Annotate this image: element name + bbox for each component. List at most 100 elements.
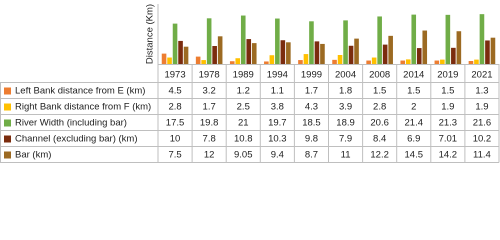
x-tick-label: 2004 — [335, 70, 356, 81]
table-cell: 11 — [341, 150, 351, 161]
bar — [366, 60, 371, 64]
table-cell: 1.5 — [407, 86, 420, 97]
bar — [314, 41, 320, 64]
x-tick-label: 1994 — [267, 70, 288, 81]
table-cell: 9.4 — [271, 150, 284, 161]
bar — [235, 58, 241, 64]
bar — [456, 31, 462, 64]
table-cell: 4.5 — [168, 86, 181, 97]
bar — [434, 60, 440, 64]
bar — [275, 18, 280, 65]
table-cell: 14.2 — [439, 150, 458, 161]
table-cell: 7.9 — [339, 134, 352, 145]
x-tick-label: 1973 — [164, 70, 185, 81]
legend-label: Left Bank distance from E (km) — [15, 86, 145, 97]
bar — [320, 43, 325, 64]
bar — [167, 57, 172, 64]
table-cell: 9.8 — [305, 134, 318, 145]
legend-label: Bar (km) — [15, 150, 51, 161]
legend-label: Channel (excluding bar) (km) — [15, 134, 138, 145]
bar — [303, 54, 309, 64]
table-cell: 17.5 — [166, 118, 185, 129]
table-cell: 7.01 — [439, 134, 458, 145]
table-cell: 7.8 — [203, 134, 216, 145]
legend-label: River Width (including bar) — [15, 118, 127, 129]
bar — [377, 16, 382, 64]
table-cell: 21.6 — [473, 118, 492, 129]
table-cell: 8.7 — [305, 150, 318, 161]
bar — [474, 59, 479, 64]
bar — [195, 56, 201, 64]
y-axis-label: Distance (Km) — [145, 4, 156, 64]
bar — [183, 46, 189, 64]
table-cell: 10.2 — [473, 134, 492, 145]
bar — [400, 60, 406, 64]
bar — [206, 18, 212, 64]
bar — [411, 14, 417, 64]
bar — [269, 55, 275, 64]
table-cell: 3.8 — [271, 102, 284, 113]
bar — [178, 40, 183, 64]
bar — [445, 14, 451, 65]
bar — [479, 14, 485, 64]
table-cell: 3.2 — [203, 86, 216, 97]
table-cell: 7.5 — [168, 150, 181, 161]
bar — [240, 15, 246, 65]
bar — [490, 37, 496, 64]
table-cell: 14.5 — [405, 150, 424, 161]
table-cell: 9.05 — [234, 150, 253, 161]
x-tick-label: 1978 — [199, 70, 220, 81]
table-cell: 6.9 — [407, 134, 420, 145]
table-cell: 1.2 — [237, 86, 250, 97]
table-cell: 1.5 — [373, 86, 386, 97]
bar — [371, 57, 377, 64]
bar — [343, 20, 348, 65]
table-cell: 2.5 — [237, 102, 250, 113]
bar — [280, 40, 286, 64]
table-cell: 21.4 — [405, 118, 424, 129]
table-cell: 12 — [204, 150, 215, 161]
bar — [451, 47, 456, 64]
table-cell: 18.5 — [302, 118, 321, 129]
bar — [251, 43, 257, 64]
bar — [298, 60, 303, 64]
table-cell: 1.3 — [475, 86, 488, 97]
table-cell: 8.4 — [373, 134, 386, 145]
bar — [337, 55, 343, 64]
bar — [264, 61, 269, 64]
legend-swatch — [4, 151, 11, 159]
bar — [422, 30, 428, 65]
bar — [246, 39, 252, 64]
bar — [348, 45, 354, 64]
legend-label: Right Bank distance from F (km) — [15, 102, 151, 113]
bar — [172, 23, 178, 64]
bar — [354, 38, 359, 64]
table-cell: 21 — [238, 118, 249, 129]
table-cell: 2 — [411, 102, 416, 113]
table-cell: 4.3 — [305, 102, 318, 113]
table-cell: 1.7 — [203, 102, 216, 113]
legend-swatch — [4, 119, 11, 127]
table-cell: 1.9 — [475, 102, 488, 113]
bar — [405, 59, 411, 64]
table-cell: 19.8 — [200, 118, 219, 129]
bar — [485, 40, 490, 64]
bar — [212, 46, 217, 64]
table-cell: 19.7 — [268, 118, 287, 129]
table-cell: 10.3 — [268, 134, 287, 145]
table-cell: 10.8 — [234, 134, 253, 145]
x-tick-label: 2008 — [369, 70, 390, 81]
legend-swatch — [4, 87, 11, 95]
x-tick-label: 2014 — [403, 70, 424, 81]
bar — [388, 35, 393, 64]
bar — [161, 53, 167, 64]
x-tick-label: 2021 — [471, 70, 492, 81]
table-cell: 2.8 — [168, 102, 181, 113]
table-cell: 1.9 — [441, 102, 454, 113]
x-tick-label: 1989 — [233, 70, 254, 81]
x-tick-label: 1999 — [301, 70, 322, 81]
bar — [201, 60, 206, 64]
bar — [309, 21, 314, 64]
bar — [382, 44, 388, 64]
x-tick-label: 2019 — [437, 70, 458, 81]
